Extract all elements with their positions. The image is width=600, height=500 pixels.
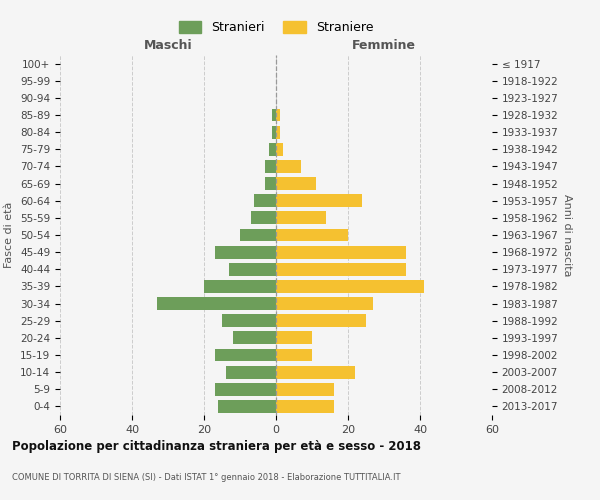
- Bar: [215, 348, 276, 362]
- Bar: [276, 332, 312, 344]
- Bar: [276, 212, 326, 224]
- Bar: [265, 177, 276, 190]
- Bar: [251, 212, 276, 224]
- Bar: [272, 126, 276, 138]
- Bar: [276, 383, 334, 396]
- Bar: [157, 297, 276, 310]
- Bar: [204, 280, 276, 293]
- Text: COMUNE DI TORRITA DI SIENA (SI) - Dati ISTAT 1° gennaio 2018 - Elaborazione TUTT: COMUNE DI TORRITA DI SIENA (SI) - Dati I…: [12, 473, 401, 482]
- Bar: [276, 143, 283, 156]
- Bar: [229, 263, 276, 276]
- Text: Femmine: Femmine: [352, 38, 416, 52]
- Y-axis label: Anni di nascita: Anni di nascita: [562, 194, 572, 276]
- Bar: [215, 246, 276, 258]
- Bar: [233, 332, 276, 344]
- Bar: [269, 143, 276, 156]
- Bar: [276, 366, 355, 378]
- Text: Maschi: Maschi: [143, 38, 193, 52]
- Bar: [276, 263, 406, 276]
- Bar: [276, 108, 280, 122]
- Bar: [276, 314, 366, 327]
- Y-axis label: Fasce di età: Fasce di età: [4, 202, 14, 268]
- Bar: [215, 383, 276, 396]
- Bar: [240, 228, 276, 241]
- Bar: [276, 194, 362, 207]
- Bar: [265, 160, 276, 173]
- Bar: [276, 126, 280, 138]
- Bar: [276, 246, 406, 258]
- Bar: [276, 348, 312, 362]
- Bar: [276, 297, 373, 310]
- Bar: [226, 366, 276, 378]
- Bar: [276, 160, 301, 173]
- Bar: [276, 177, 316, 190]
- Bar: [276, 400, 334, 413]
- Text: Popolazione per cittadinanza straniera per età e sesso - 2018: Popolazione per cittadinanza straniera p…: [12, 440, 421, 453]
- Bar: [276, 228, 348, 241]
- Legend: Stranieri, Straniere: Stranieri, Straniere: [173, 16, 379, 40]
- Bar: [272, 108, 276, 122]
- Bar: [276, 280, 424, 293]
- Bar: [218, 400, 276, 413]
- Bar: [254, 194, 276, 207]
- Bar: [222, 314, 276, 327]
